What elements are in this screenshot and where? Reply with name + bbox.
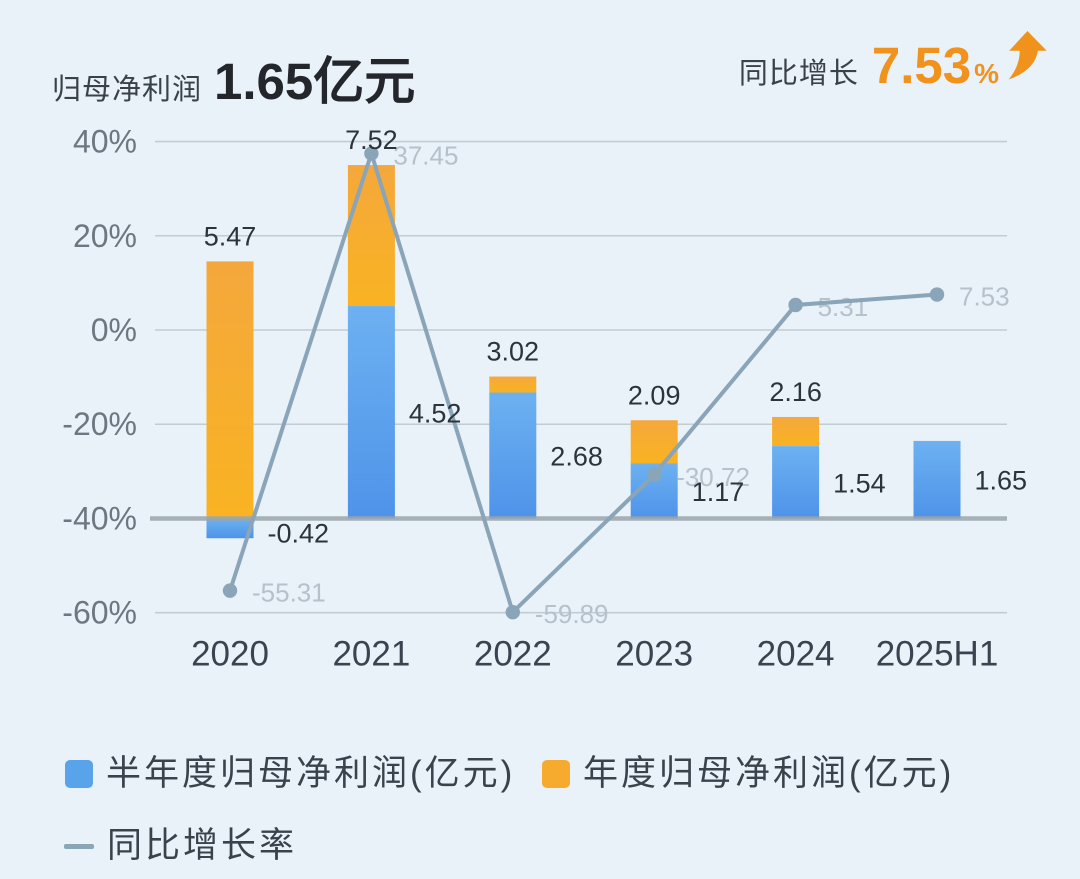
header-left: 归母净利润 1.65亿元 — [52, 40, 415, 114]
x-tick-label: 2021 — [332, 635, 410, 674]
annual-bar-segment[interactable] — [772, 416, 820, 447]
x-tick-label: 2023 — [615, 635, 693, 674]
halfyear-value-label: 2.68 — [550, 442, 603, 472]
y-tick-label: -20% — [62, 406, 137, 442]
halfyear-swatch — [65, 760, 93, 788]
legend-label-growth: 同比增长率 — [107, 826, 298, 865]
halfyear-bar-segment[interactable] — [347, 306, 395, 519]
growth-value-label: -55.31 — [252, 578, 326, 608]
growth-line-marker[interactable] — [647, 467, 662, 482]
halfyear-value-label: 1.54 — [833, 468, 886, 498]
metric-value: 1.65亿元 — [214, 53, 416, 110]
growth-line-swatch — [64, 843, 94, 849]
x-tick-label: 2024 — [757, 635, 835, 674]
annual-value-label: 5.47 — [204, 221, 257, 251]
y-tick-label: 0% — [91, 312, 137, 348]
halfyear-value-label: 1.65 — [975, 466, 1028, 496]
halfyear-value-label: -0.42 — [268, 518, 330, 548]
halfyear-bar-segment[interactable] — [913, 440, 961, 519]
growth-line-marker[interactable] — [788, 297, 803, 313]
legend-item-growth: 同比增长率 — [64, 826, 298, 865]
annual-swatch — [542, 760, 570, 788]
growth-value-label: 37.45 — [393, 141, 458, 171]
growth-line-marker[interactable] — [505, 605, 520, 620]
annual-value-label: 3.02 — [487, 337, 540, 367]
growth-value: 7.53 — [871, 37, 972, 94]
legend-label-annual: 年度归母净利润(亿元) — [583, 754, 955, 793]
x-tick-label: 2020 — [191, 635, 269, 674]
legend-item-halfyear: 半年度归母净利润(亿元) — [65, 754, 516, 793]
halfyear-value-label: 1.17 — [692, 477, 745, 507]
annual-bar-segment[interactable] — [347, 165, 395, 307]
annual-bar-segment[interactable] — [206, 261, 254, 519]
metric-title: 归母净利润 — [52, 74, 203, 106]
x-tick-label: 2022 — [474, 635, 552, 674]
y-tick-label: -40% — [62, 500, 137, 536]
halfyear-bar-segment[interactable] — [206, 518, 254, 539]
y-tick-label: -60% — [62, 595, 137, 631]
growth-label: 同比增长 — [738, 58, 859, 90]
growth-line-marker[interactable] — [222, 583, 238, 598]
legend-item-annual: 年度归母净利润(亿元) — [542, 754, 955, 793]
up-arrow-icon — [1008, 31, 1047, 80]
annual-bar-segment[interactable] — [489, 376, 537, 393]
growth-value-label: 7.53 — [959, 282, 1010, 312]
legend-label-halfyear: 半年度归母净利润(亿元) — [106, 754, 516, 793]
growth-value-label: 5.31 — [818, 292, 869, 322]
annual-value-label: 7.52 — [345, 125, 398, 155]
growth-line-marker[interactable] — [929, 287, 945, 302]
halfyear-bar-segment[interactable] — [489, 392, 537, 519]
growth-line-marker[interactable] — [364, 146, 379, 161]
growth-line — [228, 146, 938, 616]
annual-value-label: 2.16 — [769, 377, 822, 407]
growth-unit: % — [974, 58, 999, 89]
growth-value-label: -59.89 — [535, 599, 609, 629]
growth-value-label: -30.72 — [676, 462, 750, 492]
halfyear-bar-segment[interactable] — [772, 446, 820, 519]
halfyear-value-label: 4.52 — [409, 398, 462, 428]
y-tick-label: 20% — [73, 218, 137, 254]
x-tick-label: 2025H1 — [876, 635, 999, 674]
annual-value-label: 2.09 — [628, 380, 681, 410]
header-right: 同比增长 7.53 % — [738, 31, 1050, 95]
y-tick-label: 40% — [73, 124, 137, 160]
